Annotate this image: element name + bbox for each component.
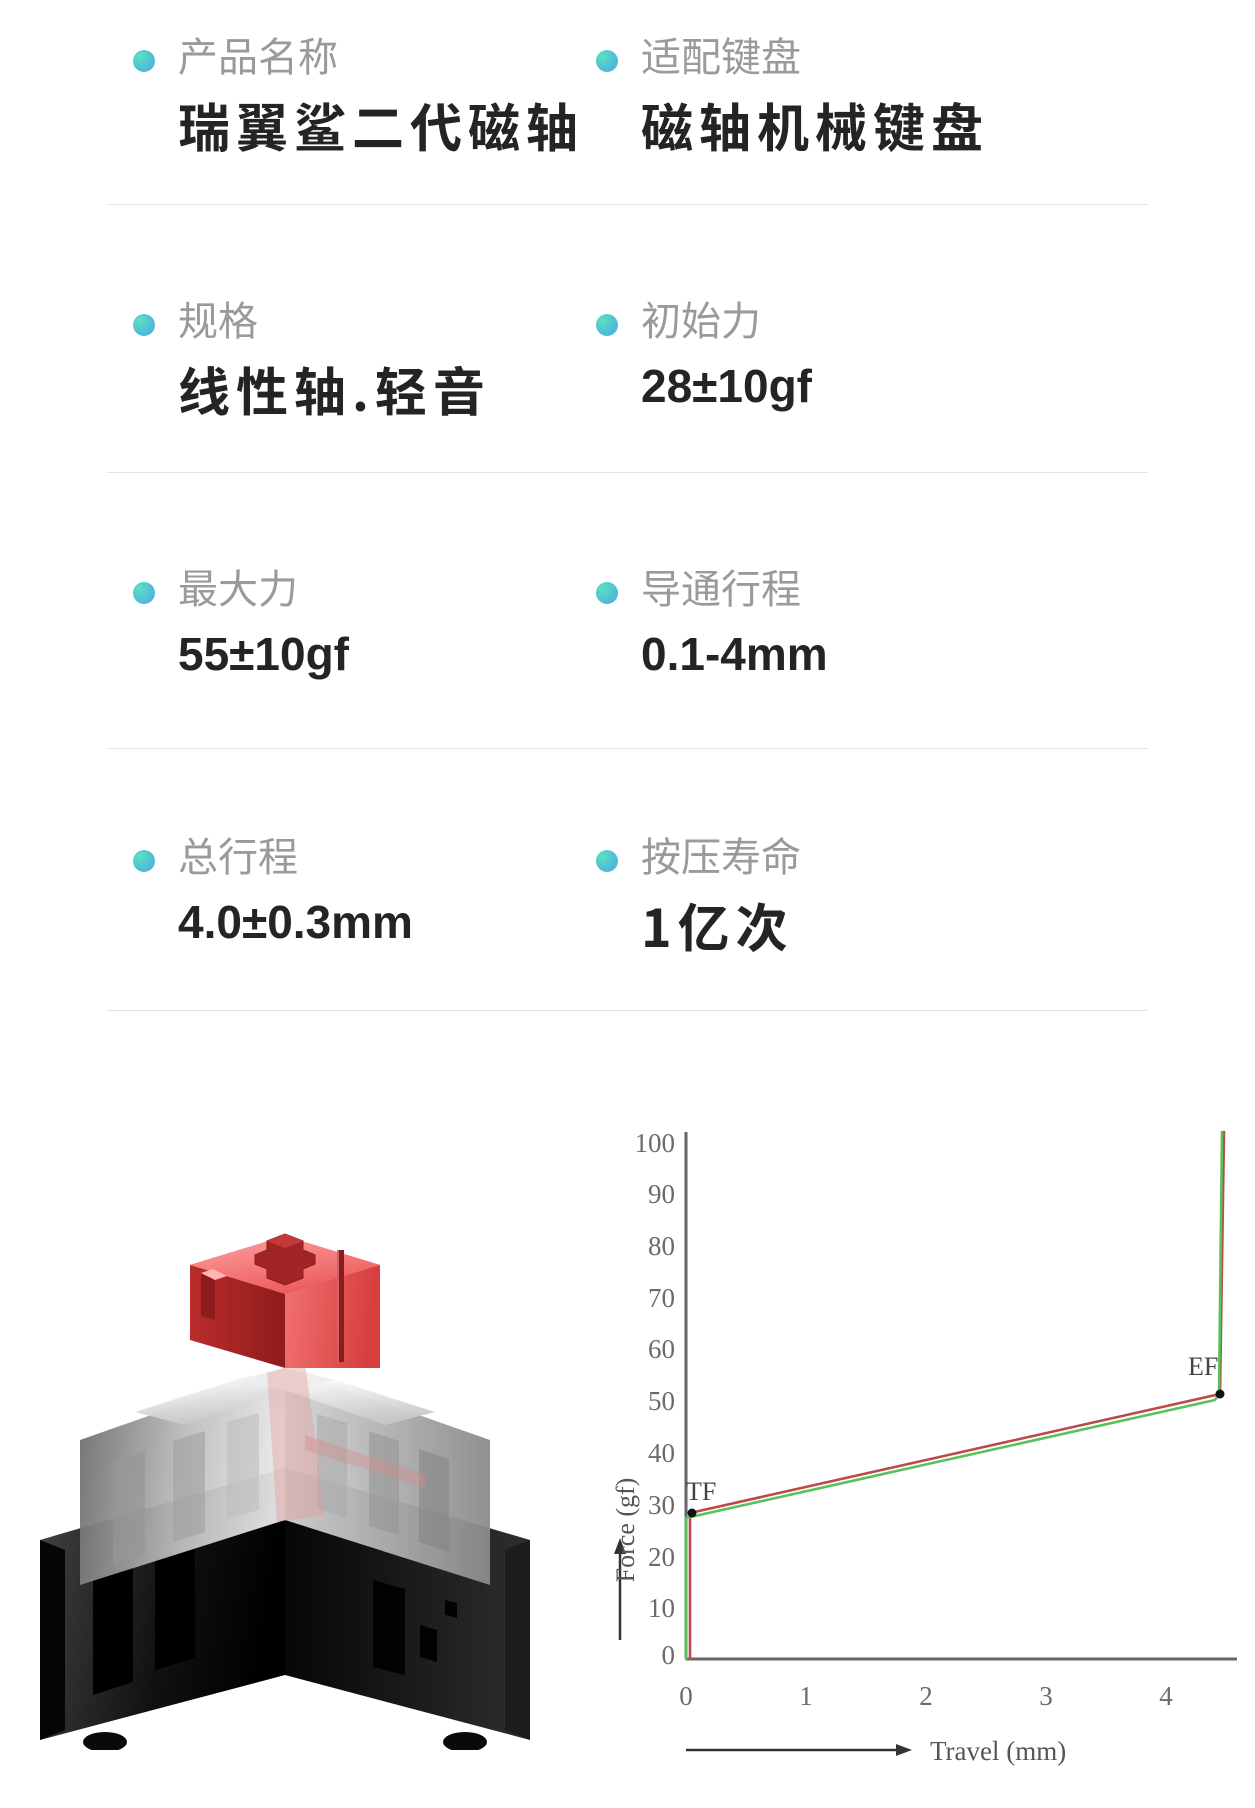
svg-text:70: 70 — [648, 1283, 675, 1313]
svg-text:EF: EF — [1188, 1352, 1218, 1381]
svg-text:50: 50 — [648, 1386, 675, 1416]
svg-text:10: 10 — [648, 1593, 675, 1623]
svg-text:40: 40 — [648, 1438, 675, 1468]
svg-text:0: 0 — [662, 1640, 676, 1670]
svg-text:TF: TF — [686, 1477, 716, 1506]
svg-text:20: 20 — [648, 1542, 675, 1572]
svg-text:100: 100 — [635, 1128, 676, 1158]
svg-text:Travel (mm): Travel (mm) — [930, 1736, 1066, 1766]
svg-text:1: 1 — [799, 1681, 813, 1711]
svg-text:4: 4 — [1159, 1681, 1173, 1711]
svg-text:30: 30 — [648, 1490, 675, 1520]
svg-text:Force (gf): Force (gf) — [611, 1478, 640, 1583]
svg-text:3: 3 — [1039, 1681, 1053, 1711]
svg-text:60: 60 — [648, 1334, 675, 1364]
svg-text:80: 80 — [648, 1231, 675, 1261]
svg-text:0: 0 — [679, 1681, 693, 1711]
svg-text:2: 2 — [919, 1681, 933, 1711]
svg-text:90: 90 — [648, 1179, 675, 1209]
